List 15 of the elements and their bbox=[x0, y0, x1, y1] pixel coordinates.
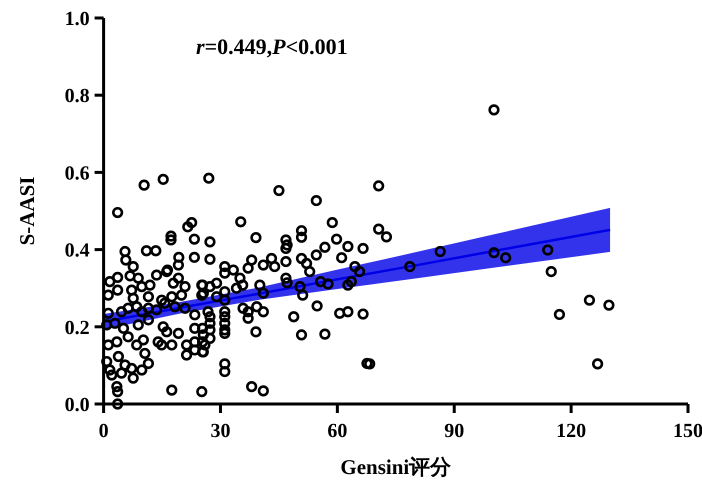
annotation: r=0.449,P<0.001 bbox=[196, 34, 348, 59]
y-tick-label: 1.0 bbox=[64, 8, 90, 30]
y-tick-label: 0.4 bbox=[64, 240, 90, 262]
y-axis-title: S-AASI bbox=[15, 176, 39, 246]
x-tick-label: 150 bbox=[673, 420, 702, 442]
x-axis-title: Gensini评分 bbox=[340, 455, 452, 479]
y-tick-label: 0.6 bbox=[64, 162, 90, 184]
x-tick-label: 90 bbox=[444, 420, 464, 442]
x-tick-label: 30 bbox=[210, 420, 230, 442]
y-tick-label: 0.8 bbox=[64, 85, 90, 108]
y-tick-label: 0.2 bbox=[64, 316, 90, 339]
x-tick-label: 120 bbox=[556, 420, 586, 442]
x-tick-label: 0 bbox=[98, 420, 109, 442]
y-tick-label: 0.0 bbox=[64, 394, 90, 416]
x-tick-label: 60 bbox=[327, 420, 348, 442]
